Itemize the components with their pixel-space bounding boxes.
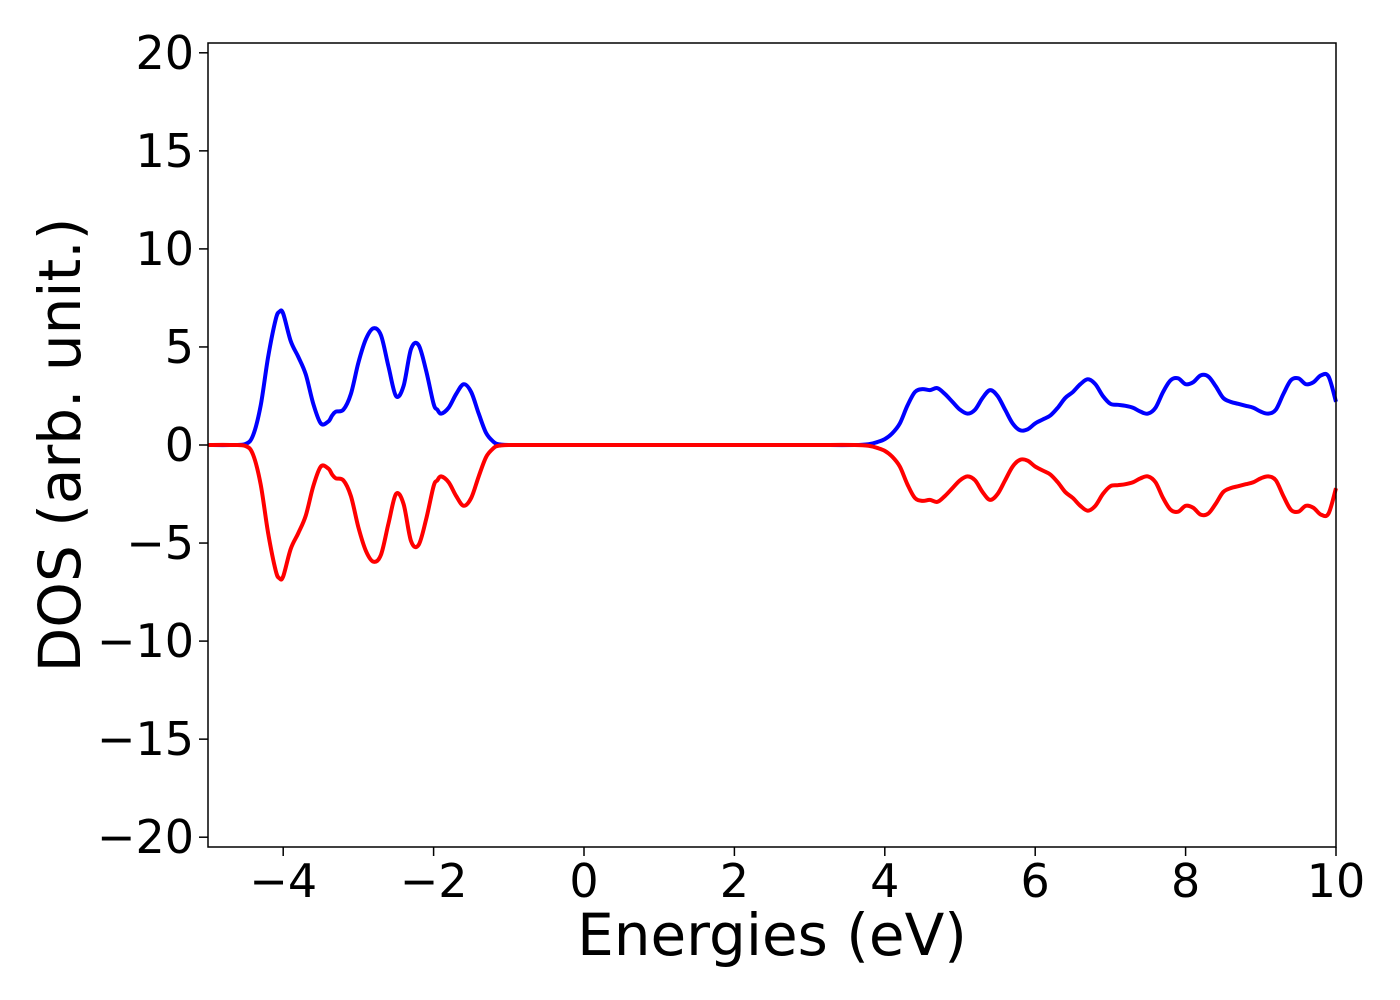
x-tick-label: 8 (1171, 854, 1200, 908)
x-tick-label: 10 (1307, 854, 1366, 908)
y-tick-label: 5 (165, 320, 194, 374)
y-tick-label: −20 (97, 810, 194, 864)
x-tick-label: 2 (720, 854, 749, 908)
x-axis-label: Energies (eV) (577, 901, 967, 969)
series-line-2 (207, 442, 1338, 582)
series-line-1 (207, 308, 1338, 448)
series-layer (207, 308, 1338, 582)
y-tick-label: 20 (135, 26, 194, 80)
y-tick-label: 15 (135, 124, 194, 178)
y-tick-label: −15 (97, 712, 194, 766)
y-tick-label: −5 (126, 516, 194, 570)
y-tick-label: −10 (97, 614, 194, 668)
y-tick-label: 0 (165, 418, 194, 472)
x-tick-label: 4 (870, 854, 899, 908)
x-tick-label: 0 (569, 854, 598, 908)
x-tick-label: −4 (249, 854, 317, 908)
y-tick-label: 10 (135, 222, 194, 276)
x-tick-label: 6 (1021, 854, 1050, 908)
y-axis-ticks: −20 −15 −10 −5 0 5 10 15 20 (97, 26, 208, 864)
y-axis-label: DOS (arb. unit.) (26, 218, 94, 673)
x-tick-label: −2 (400, 854, 468, 908)
x-axis-ticks: −4 −2 0 2 4 6 8 10 (249, 847, 1365, 908)
